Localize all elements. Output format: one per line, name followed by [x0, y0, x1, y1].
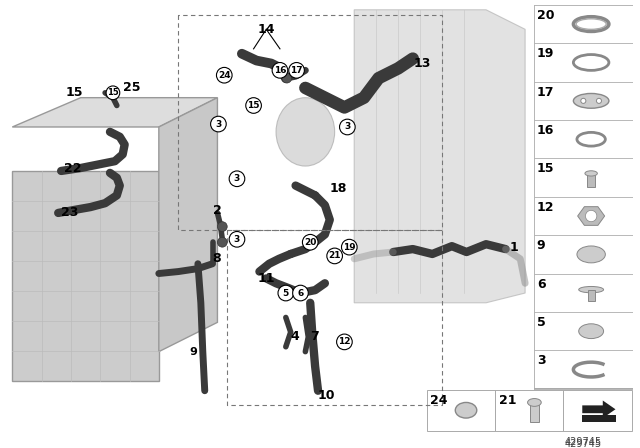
Text: 8: 8 — [212, 252, 221, 265]
Polygon shape — [159, 98, 218, 352]
Bar — [534, 120, 632, 159]
Circle shape — [272, 63, 288, 78]
Text: 20: 20 — [537, 9, 554, 22]
Polygon shape — [578, 207, 605, 225]
Text: 15: 15 — [66, 86, 84, 99]
Text: 22: 22 — [64, 162, 81, 175]
Text: 429745: 429745 — [564, 439, 602, 448]
Polygon shape — [582, 401, 616, 418]
Circle shape — [218, 237, 227, 247]
Text: 3: 3 — [344, 122, 351, 131]
Text: 21: 21 — [499, 394, 516, 407]
Bar — [529, 405, 540, 422]
Text: 1: 1 — [509, 241, 518, 254]
Text: 23: 23 — [61, 207, 79, 220]
Text: 25: 25 — [123, 82, 140, 95]
Text: 5: 5 — [537, 316, 546, 329]
Circle shape — [292, 285, 308, 301]
Bar — [534, 5, 632, 43]
Text: 6: 6 — [298, 289, 303, 297]
Text: 19: 19 — [537, 47, 554, 60]
Circle shape — [278, 285, 294, 301]
Polygon shape — [12, 98, 218, 127]
Circle shape — [586, 211, 597, 222]
Text: 24: 24 — [430, 394, 448, 407]
Text: 3: 3 — [537, 354, 545, 367]
Bar — [587, 174, 595, 187]
Ellipse shape — [573, 94, 609, 108]
Text: 13: 13 — [414, 57, 431, 70]
Text: 3: 3 — [234, 235, 240, 244]
Circle shape — [211, 116, 226, 132]
Ellipse shape — [527, 399, 541, 406]
Text: 7: 7 — [310, 331, 319, 344]
Bar — [534, 350, 632, 389]
Bar — [534, 82, 632, 120]
Bar — [534, 312, 632, 350]
Bar — [534, 159, 632, 197]
Text: 19: 19 — [343, 243, 356, 252]
Text: 5: 5 — [283, 289, 289, 297]
Circle shape — [303, 234, 318, 250]
Bar — [534, 235, 632, 274]
Bar — [534, 5, 632, 389]
Text: 17: 17 — [291, 66, 303, 75]
Text: 24: 24 — [218, 71, 230, 80]
Circle shape — [246, 98, 261, 113]
Text: 17: 17 — [537, 86, 554, 99]
Bar — [588, 289, 595, 301]
Text: 15: 15 — [537, 162, 554, 175]
Text: 9: 9 — [537, 239, 545, 252]
Text: 11: 11 — [257, 272, 275, 285]
Ellipse shape — [455, 402, 477, 418]
Text: 18: 18 — [330, 182, 347, 195]
Text: 15: 15 — [107, 88, 119, 97]
Text: 16: 16 — [537, 124, 554, 137]
Text: 3: 3 — [215, 120, 221, 129]
Bar — [534, 43, 632, 82]
Ellipse shape — [276, 98, 335, 166]
Circle shape — [342, 239, 357, 255]
Circle shape — [327, 248, 342, 264]
Polygon shape — [354, 10, 525, 303]
Circle shape — [229, 232, 244, 247]
Circle shape — [340, 119, 355, 135]
Bar — [534, 388, 632, 389]
Circle shape — [216, 67, 232, 83]
Text: 4: 4 — [291, 331, 300, 344]
Bar — [534, 274, 632, 312]
Text: 20: 20 — [304, 238, 316, 247]
Text: 21: 21 — [328, 251, 341, 260]
Circle shape — [289, 63, 305, 78]
Text: 12: 12 — [537, 201, 554, 214]
Bar — [534, 197, 632, 235]
Text: 2: 2 — [212, 203, 221, 216]
Ellipse shape — [579, 286, 604, 293]
Text: 429745: 429745 — [564, 438, 602, 448]
Text: 3: 3 — [234, 174, 240, 183]
Text: 10: 10 — [318, 389, 335, 402]
Ellipse shape — [579, 324, 604, 339]
Text: 14: 14 — [257, 23, 275, 36]
Ellipse shape — [577, 246, 605, 263]
Bar — [495, 390, 496, 431]
Circle shape — [218, 222, 227, 232]
Ellipse shape — [585, 171, 597, 176]
Text: 15: 15 — [247, 101, 260, 110]
Circle shape — [282, 73, 292, 83]
Bar — [582, 415, 616, 422]
Bar — [428, 390, 632, 431]
Bar — [534, 5, 632, 389]
Text: 16: 16 — [274, 66, 286, 75]
Text: 6: 6 — [537, 277, 545, 290]
Circle shape — [580, 98, 586, 103]
Bar — [563, 390, 564, 431]
Circle shape — [337, 334, 352, 350]
Polygon shape — [12, 171, 159, 381]
Circle shape — [229, 171, 244, 186]
Circle shape — [596, 98, 602, 103]
Circle shape — [106, 86, 120, 99]
Text: 12: 12 — [338, 337, 351, 346]
Text: 9: 9 — [189, 347, 197, 357]
